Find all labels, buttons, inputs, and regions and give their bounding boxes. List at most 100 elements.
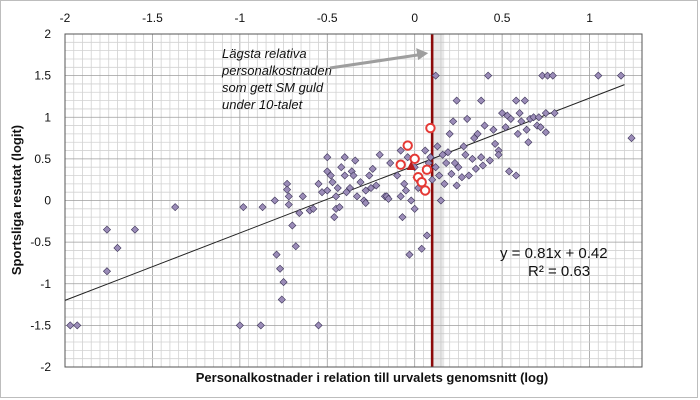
data-point xyxy=(256,321,265,330)
y-tick-label: 0 xyxy=(44,194,51,208)
plot-area-border xyxy=(64,33,643,368)
data-point xyxy=(477,153,486,162)
data-point xyxy=(548,71,557,80)
annotation-line-3: som gett SM guld xyxy=(222,80,324,95)
data-point xyxy=(463,114,472,123)
data-point xyxy=(436,196,445,205)
data-point xyxy=(291,242,300,251)
data-point xyxy=(445,129,454,138)
data-point xyxy=(113,243,122,252)
data-point xyxy=(375,150,384,159)
data-point xyxy=(284,200,293,209)
annotation-line-1: Lägsta relativa xyxy=(222,46,307,61)
data-point xyxy=(442,159,451,168)
marked-point xyxy=(406,161,416,171)
data-point xyxy=(410,204,419,213)
x-tick-label: -1 xyxy=(235,11,246,25)
data-point xyxy=(513,129,522,138)
data-point xyxy=(461,150,470,159)
data-point xyxy=(594,71,603,80)
data-point xyxy=(400,179,409,188)
data-point xyxy=(396,146,405,155)
data-point xyxy=(407,196,416,205)
highlight-point xyxy=(416,176,427,188)
data-point xyxy=(270,196,279,205)
data-point xyxy=(470,134,479,143)
data-point xyxy=(450,159,459,168)
data-point xyxy=(323,153,332,162)
data-point xyxy=(538,71,547,80)
data-point xyxy=(491,139,500,148)
data-point xyxy=(403,153,412,162)
data-point xyxy=(356,178,365,187)
data-point xyxy=(345,183,355,193)
data-point xyxy=(66,321,75,330)
x-axis-title: Personalkostnader i relation till urvale… xyxy=(196,370,549,385)
data-point xyxy=(422,231,431,240)
data-point xyxy=(333,183,342,193)
r-squared-label: R² = 0.63 xyxy=(528,263,590,280)
data-point xyxy=(295,208,304,218)
data-point xyxy=(478,161,487,170)
data-point xyxy=(351,156,360,165)
data-point xyxy=(396,192,405,201)
data-point xyxy=(501,123,510,132)
data-point xyxy=(477,96,486,105)
data-point xyxy=(536,123,545,132)
y-tick-label: 1.5 xyxy=(34,69,51,83)
data-point xyxy=(534,113,543,122)
data-point xyxy=(468,154,477,163)
highlight-point xyxy=(409,153,420,165)
data-point xyxy=(331,192,341,201)
x-tick-label: 0 xyxy=(411,11,418,25)
data-point xyxy=(489,125,498,134)
data-point xyxy=(616,71,626,80)
data-point xyxy=(314,179,323,188)
highlight-point xyxy=(425,122,436,134)
data-point xyxy=(298,192,307,201)
data-point xyxy=(326,171,335,180)
plot-border xyxy=(64,33,643,368)
data-point xyxy=(73,321,82,330)
data-point xyxy=(431,163,440,172)
data-point xyxy=(349,171,358,180)
data-point xyxy=(102,267,111,276)
data-point xyxy=(337,163,346,172)
data-point xyxy=(515,109,524,118)
annotation-arrow-head xyxy=(416,48,429,61)
tick-labels: -2 -1.5 -1 -0.5 0 0.5 1 2 1.5 1 0.5 0 -0.5 -1 -1.5 -2 xyxy=(30,11,593,374)
data-point xyxy=(543,71,552,80)
data-point xyxy=(505,167,514,176)
data-point xyxy=(440,179,449,188)
data-point xyxy=(471,164,480,173)
data-point xyxy=(480,121,489,130)
data-point xyxy=(342,188,351,197)
data-point xyxy=(314,321,323,330)
data-point xyxy=(384,194,393,203)
data-point xyxy=(272,250,281,259)
y-tick-label: -1 xyxy=(40,277,51,291)
data-point xyxy=(452,96,461,105)
data-point xyxy=(627,134,636,143)
regression-equation: y = 0.81x + 0.42 xyxy=(500,245,608,262)
data-point xyxy=(541,128,550,137)
data-point xyxy=(368,164,377,173)
data-point xyxy=(459,142,468,151)
data-point xyxy=(522,125,531,134)
y-axis-title: Sportsliga resutat (logit) xyxy=(9,125,24,275)
data-point xyxy=(454,163,463,172)
data-point xyxy=(494,150,503,159)
y-tick-label: 2 xyxy=(44,27,51,41)
data-point xyxy=(279,278,288,287)
data-point xyxy=(449,117,458,126)
data-point xyxy=(520,96,529,105)
data-point xyxy=(401,186,410,195)
y-tick-label: -0.5 xyxy=(30,235,51,249)
data-point xyxy=(484,71,493,80)
data-point xyxy=(524,138,533,147)
data-point xyxy=(452,181,461,190)
gridlines xyxy=(64,33,643,368)
data-point xyxy=(433,142,442,151)
annotation-arrow-shaft xyxy=(329,53,421,70)
